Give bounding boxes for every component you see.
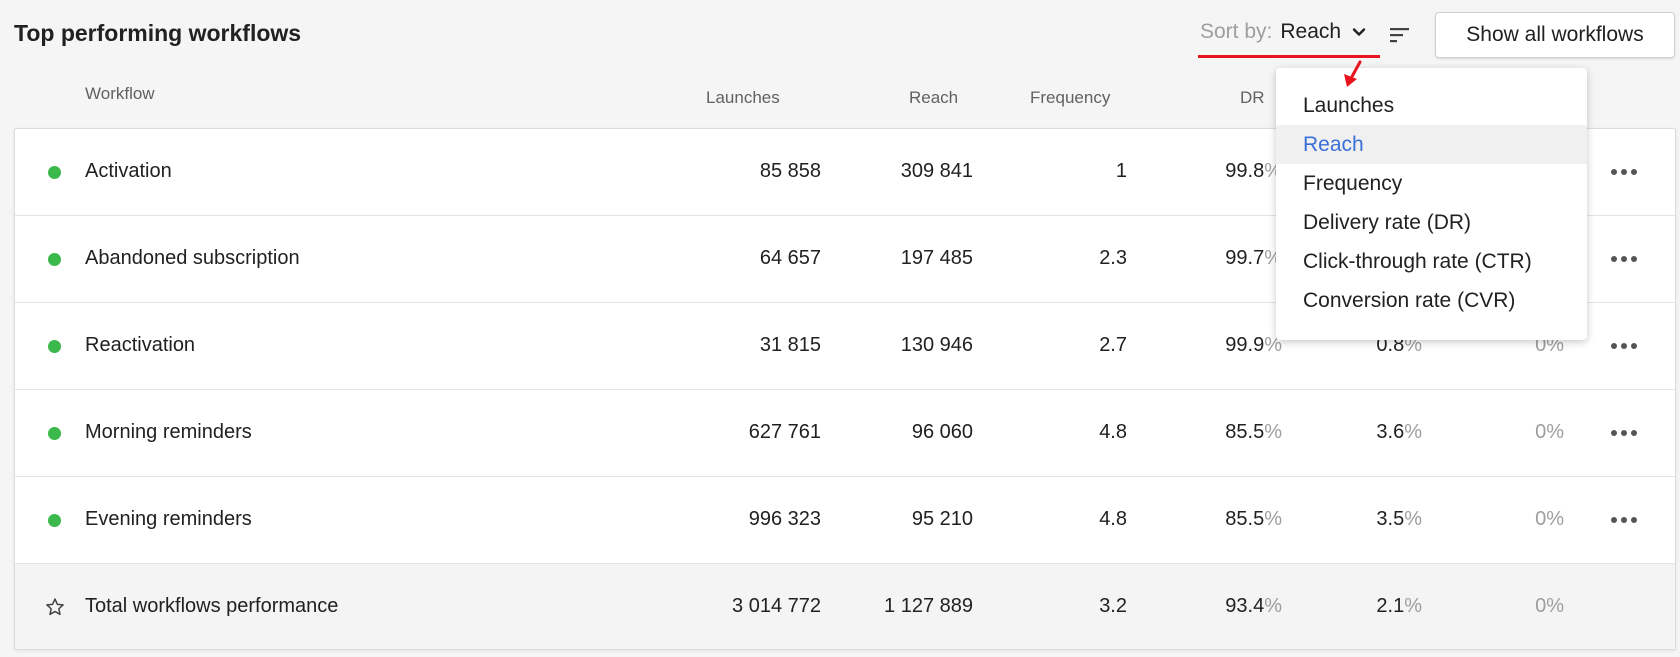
ctr-value: 3.6% xyxy=(1376,421,1422,443)
more-options-icon[interactable] xyxy=(1610,515,1638,525)
total-launches-value: 3 014 772 xyxy=(732,595,821,617)
column-header-frequency[interactable]: Frequency xyxy=(1030,88,1111,107)
status-dot-icon xyxy=(48,166,61,179)
status-dot-icon xyxy=(48,253,61,266)
table-row[interactable]: Evening reminders 996 323 95 210 4.8 85.… xyxy=(15,477,1675,564)
reach-value: 309 841 xyxy=(900,160,973,182)
frequency-value: 2.7 xyxy=(1099,334,1127,356)
cvr-value: 0% xyxy=(1535,508,1564,530)
frequency-value: 1 xyxy=(1115,160,1127,182)
status-dot-icon xyxy=(48,514,61,527)
sort-direction-icon[interactable] xyxy=(1390,26,1410,44)
workflow-name[interactable]: Abandoned subscription xyxy=(85,247,300,269)
more-options-icon[interactable] xyxy=(1610,428,1638,438)
total-label: Total workflows performance xyxy=(85,595,339,617)
more-options-icon[interactable] xyxy=(1610,167,1638,177)
chevron-down-icon[interactable] xyxy=(1351,24,1367,40)
workflow-name[interactable]: Reactivation xyxy=(85,334,196,356)
table-row[interactable]: Reactivation 31 815 130 946 2.7 99.9% 0.… xyxy=(15,303,1675,390)
total-dr-value: 93.4% xyxy=(1225,595,1282,617)
sort-option-reach[interactable]: Reach xyxy=(1276,125,1587,164)
more-options-icon[interactable] xyxy=(1610,254,1638,264)
annotation-underline xyxy=(1198,55,1380,58)
frequency-value: 4.8 xyxy=(1099,421,1127,443)
launches-value: 64 657 xyxy=(759,247,821,269)
column-header-dr[interactable]: DR xyxy=(1240,88,1265,107)
dr-value: 99.7% xyxy=(1225,247,1282,269)
reach-value: 95 210 xyxy=(911,508,973,530)
dr-value: 99.9% xyxy=(1225,334,1282,356)
dr-value: 85.5% xyxy=(1225,508,1282,530)
launches-value: 627 761 xyxy=(748,421,821,443)
annotation-arrow-icon xyxy=(1344,60,1362,87)
ctr-value: 3.5% xyxy=(1376,508,1422,530)
dr-value: 99.8% xyxy=(1225,160,1282,182)
sort-option-launches[interactable]: Launches xyxy=(1303,94,1395,117)
total-ctr-value: 2.1% xyxy=(1376,595,1422,617)
more-options-icon[interactable] xyxy=(1610,341,1638,351)
sort-option-click-through-rate[interactable]: Click-through rate (CTR) xyxy=(1303,250,1532,273)
sort-dropdown[interactable]: Sort by: Reach xyxy=(1200,20,1367,44)
column-header-reach[interactable]: Reach xyxy=(909,88,959,107)
sort-option-delivery-rate[interactable]: Delivery rate (DR) xyxy=(1303,211,1472,234)
dr-value: 85.5% xyxy=(1225,421,1282,443)
launches-value: 31 815 xyxy=(759,334,821,356)
page-title: Top performing workflows xyxy=(14,20,302,46)
launches-value: 996 323 xyxy=(748,508,821,530)
reach-value: 130 946 xyxy=(900,334,973,356)
table-row[interactable]: Morning reminders 627 761 96 060 4.8 85.… xyxy=(15,390,1675,477)
sort-dropdown-menu: Launches Reach Frequency Delivery rate (… xyxy=(1276,68,1587,340)
table-row[interactable]: Abandoned subscription 64 657 197 485 2.… xyxy=(15,216,1675,303)
launches-value: 85 858 xyxy=(759,160,821,182)
total-row: Total workflows performance 3 014 772 1 … xyxy=(15,564,1675,649)
table-row[interactable]: Activation 85 858 309 841 1 99.8% xyxy=(15,129,1675,216)
sort-option-frequency[interactable]: Frequency xyxy=(1303,172,1403,195)
show-all-workflows-button[interactable]: Show all workflows xyxy=(1435,12,1675,58)
workflow-name[interactable]: Activation xyxy=(85,160,172,182)
sort-option-conversion-rate[interactable]: Conversion rate (CVR) xyxy=(1303,289,1516,312)
cvr-value: 0% xyxy=(1535,421,1564,443)
column-header-launches[interactable]: Launches xyxy=(706,88,780,107)
workflow-name[interactable]: Morning reminders xyxy=(85,421,252,443)
frequency-value: 4.8 xyxy=(1099,508,1127,530)
sort-value[interactable]: Reach xyxy=(1280,20,1342,43)
workflow-name[interactable]: Evening reminders xyxy=(85,508,252,530)
reach-value: 197 485 xyxy=(900,247,973,269)
reach-value: 96 060 xyxy=(911,421,973,443)
star-icon xyxy=(46,598,64,616)
total-reach-value: 1 127 889 xyxy=(884,595,973,617)
column-header-workflow: Workflow xyxy=(85,84,155,103)
status-dot-icon xyxy=(48,427,61,440)
sort-label: Sort by: xyxy=(1200,20,1273,43)
total-frequency-value: 3.2 xyxy=(1099,595,1127,617)
frequency-value: 2.3 xyxy=(1099,247,1127,269)
total-cvr-value: 0% xyxy=(1535,595,1564,617)
status-dot-icon xyxy=(48,340,61,353)
